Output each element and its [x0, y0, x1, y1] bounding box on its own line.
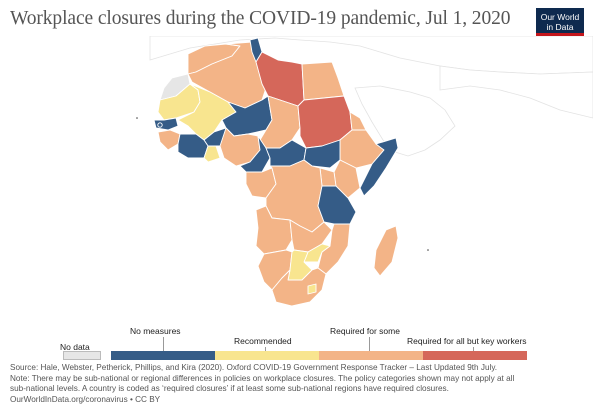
source-line: Source: Hale, Webster, Petherick, Philli…: [10, 363, 498, 372]
legend-required-some-swatch[interactable]: [319, 351, 423, 360]
region-uganda[interactable]: [319, 167, 337, 187]
legend-required-some-label: Required for some: [330, 326, 400, 336]
region-guinea[interactable]: [157, 129, 181, 151]
legend-tick: [163, 337, 164, 351]
owid-logo[interactable]: Our World in Data: [536, 8, 584, 36]
africa-map: [135, 36, 593, 307]
legend-required-all-swatch[interactable]: [423, 351, 527, 360]
logo-line-1: Our World: [540, 12, 580, 22]
region-lesotho[interactable]: [307, 283, 317, 295]
surrounding-land: [149, 36, 593, 157]
note-line: sub-national levels. A country is coded …: [10, 384, 449, 394]
legend-no-measures-swatch[interactable]: [111, 351, 215, 360]
region-seychelles[interactable]: [426, 248, 430, 252]
legend-required-all-label: Required for all but key workers: [407, 336, 527, 346]
legend-recommended-swatch[interactable]: [215, 351, 319, 360]
legend-tick: [265, 347, 266, 351]
note-line: Note: There may be sub-national or regio…: [10, 373, 515, 383]
source-note: Source: Hale, Webster, Petherick, Philli…: [10, 363, 585, 405]
region-eritrea[interactable]: [349, 111, 367, 131]
legend-no-data-label: No data: [60, 342, 90, 352]
legend-no-measures-label: No measures: [130, 326, 181, 336]
legend-tick: [369, 337, 370, 351]
region-madagascar[interactable]: [373, 225, 399, 277]
region-egypt[interactable]: [301, 61, 345, 101]
region-libya[interactable]: [255, 51, 305, 107]
legend-tick: [473, 347, 474, 351]
owid-link[interactable]: OurWorldInData.org/coronavirus • CC BY: [10, 394, 161, 404]
region-south-africa[interactable]: [271, 267, 327, 307]
legend-recommended-label: Recommended: [234, 336, 292, 346]
logo-line-2: in Data: [546, 22, 574, 32]
region-cape-verde[interactable]: [135, 116, 139, 120]
region-somalia[interactable]: [359, 137, 399, 197]
legend: No data No measures Recommended Required…: [0, 320, 593, 360]
region-angola[interactable]: [255, 205, 293, 255]
region-ghana[interactable]: [203, 145, 221, 163]
region-gambia[interactable]: [157, 122, 163, 128]
legend-no-data-swatch[interactable]: [63, 351, 101, 360]
region-niger[interactable]: [221, 95, 273, 137]
chart-title: Workplace closures during the COVID-19 p…: [10, 8, 511, 29]
